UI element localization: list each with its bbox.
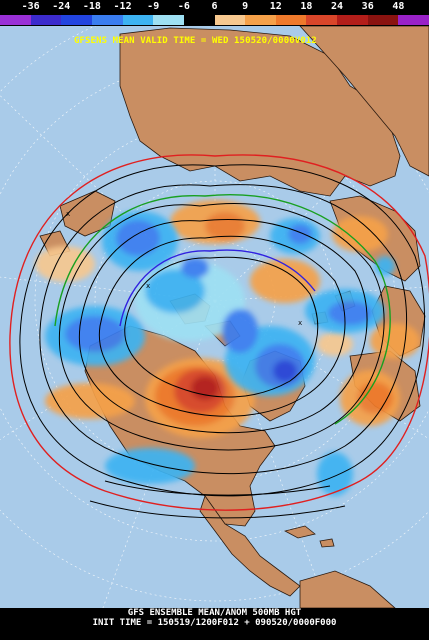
colorbar-label: 36 [361,1,374,12]
colorbar-label: -36 [21,1,40,12]
footer-caption: GFS ENSEMBLE MEAN/ANOM 500MB HGT INIT TI… [0,608,429,640]
negative-anomaly-shading [45,211,395,496]
svg-text:x: x [146,282,150,290]
svg-text:x: x [298,319,302,327]
svg-text:x: x [66,210,70,218]
valid-time-header: GFSENS MEAN VALID TIME = WED 150520/0000… [74,36,317,46]
colorbar-segment [398,15,429,25]
colorbar-label: 18 [300,1,313,12]
colorbar-segment [214,15,246,25]
colorbar-label: -12 [113,1,132,12]
colorbar-segment [122,15,154,25]
colorbar-segment [337,15,369,25]
colorbar-segment [153,15,185,25]
colorbar-segment [183,15,215,25]
colorbar-segment [0,15,32,25]
height-contours [19,164,425,519]
colorbar-label: 9 [242,1,249,12]
colorbar-segment [91,15,124,25]
footer-init-time: INIT TIME = 150519/1200F012 + 090520/000… [92,618,337,628]
colorbar-label: 24 [331,1,344,12]
polar-map-area: x x x [0,26,429,608]
colorbar-label: 6 [211,1,218,12]
colorbar-segment [275,15,307,25]
colorbar-label: -24 [52,1,71,12]
colorbar-segment [61,15,93,25]
colorbar-label: -9 [147,1,160,12]
climatology-contours [9,154,429,511]
colorbar-segment [367,15,399,25]
colorbar-label: 12 [269,1,282,12]
footer-title: GFS ENSEMBLE MEAN/ANOM 500MB HGT [127,608,302,618]
colorbar-label: -18 [82,1,101,12]
anomaly-colorbar: -36 -24 -18 -12 -9 -6 6 9 12 18 24 36 48 [0,0,429,26]
colorbar-label: -6 [177,1,190,12]
colorbar-label: 48 [392,1,405,12]
contour-markers: x x x [66,210,302,327]
colorbar-segment [245,15,277,25]
colorbar-segment [306,15,338,25]
colorbar-segment [30,15,62,25]
